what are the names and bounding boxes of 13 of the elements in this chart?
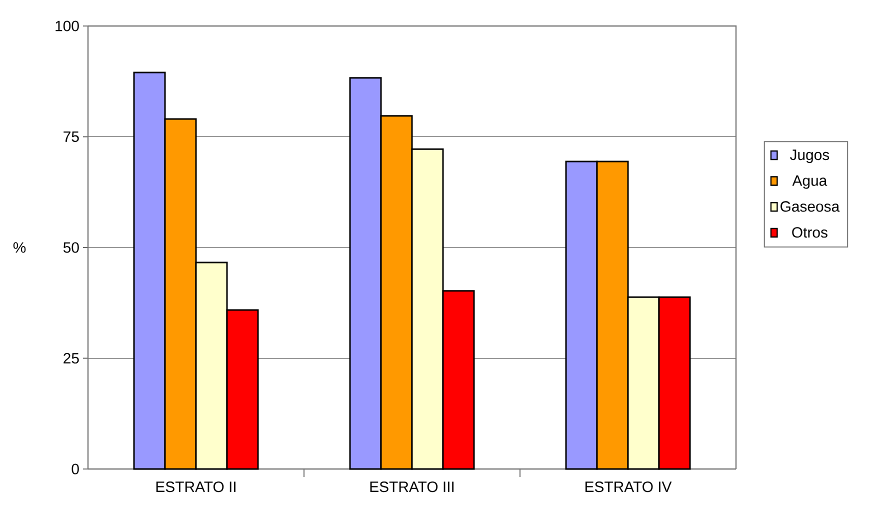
y-tick-label: 25 bbox=[64, 352, 79, 364]
legend-label: Agua bbox=[792, 175, 828, 189]
y-tick-label: 75 bbox=[64, 132, 79, 142]
legend-label: Gaseosa bbox=[780, 201, 840, 212]
x-tick-label: ESTRATO II bbox=[156, 482, 236, 492]
x-tick-label: ESTRATO III bbox=[370, 482, 454, 492]
x-tick-label: ESTRATO IV bbox=[585, 482, 672, 492]
y-tick-label: 50 bbox=[63, 242, 79, 253]
y-axis-title: % bbox=[13, 242, 26, 253]
y-tick-label: 100 bbox=[56, 20, 79, 32]
y-tick-label: 0 bbox=[72, 464, 79, 474]
legend-label: Jugos bbox=[790, 150, 830, 164]
legend-label: Otros bbox=[792, 227, 828, 238]
